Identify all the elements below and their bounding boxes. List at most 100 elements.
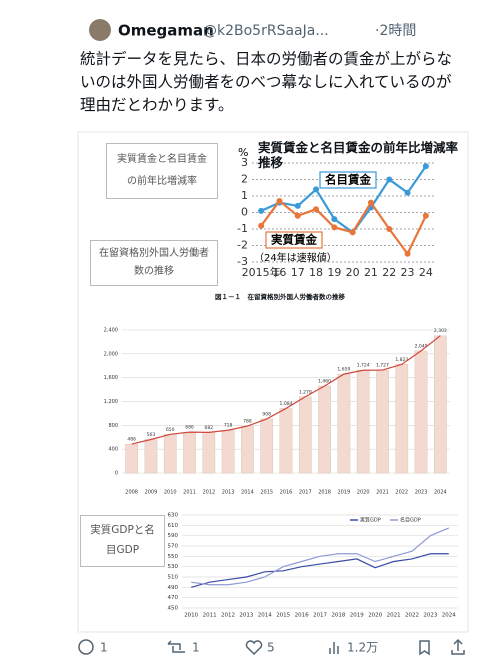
y-unit: % bbox=[238, 146, 248, 159]
tweet-text: 統計データを見たら、日本の労働者の賃金が上がらないのは外国人労働者をのべつ幕なし… bbox=[80, 50, 453, 114]
value-label: 718 bbox=[224, 423, 233, 429]
legend-label: 実質賃金 bbox=[271, 233, 317, 247]
point bbox=[331, 216, 338, 223]
value-label: 650 bbox=[166, 427, 175, 433]
y-tick-label: 0 bbox=[115, 471, 118, 477]
x-tick-label: 2008 bbox=[125, 490, 138, 496]
bar bbox=[356, 370, 370, 474]
point bbox=[294, 212, 301, 219]
point bbox=[258, 207, 265, 214]
repost-count: 1 bbox=[192, 641, 200, 655]
value-label: 486 bbox=[127, 437, 136, 443]
x-tick-label: 2020 bbox=[368, 613, 382, 619]
x-tick-label: 2014 bbox=[258, 613, 272, 619]
x-tick-label: 2022 bbox=[405, 613, 419, 619]
x-tick-label: 2019 bbox=[338, 490, 351, 496]
share-icon[interactable] bbox=[451, 638, 465, 655]
x-tick-label: 2018 bbox=[331, 613, 345, 619]
x-tick-label: 2018 bbox=[318, 490, 331, 496]
total-line bbox=[131, 335, 441, 445]
y-tick-label: -2 bbox=[237, 239, 248, 252]
y-tick-label: 800 bbox=[108, 423, 118, 429]
chart-title: 実質賃金と名目賃金の前年比増減率推移 bbox=[258, 140, 459, 170]
point bbox=[313, 206, 320, 213]
x-tick-label: 2016 bbox=[295, 613, 309, 619]
x-tick-label: 21 bbox=[364, 266, 378, 279]
point bbox=[313, 186, 320, 193]
y-tick-label: 1,200 bbox=[104, 399, 118, 405]
y-tick-label: 630 bbox=[168, 513, 179, 519]
bar bbox=[183, 432, 196, 474]
x-tick-label: 22 bbox=[382, 266, 396, 279]
point bbox=[422, 163, 429, 170]
y-tick-label: 400 bbox=[108, 447, 118, 453]
bar bbox=[125, 443, 138, 474]
x-tick-label: 17 bbox=[291, 266, 305, 279]
x-tick-label: 2022 bbox=[395, 490, 408, 496]
repost-icon[interactable] bbox=[167, 640, 185, 653]
handle[interactable]: @k2Bo5rRSaaJa... bbox=[203, 23, 329, 39]
y-tick-label: 1,600 bbox=[104, 375, 118, 381]
x-tick-label: 2010 bbox=[184, 613, 198, 619]
x-tick-label: 18 bbox=[309, 266, 323, 279]
value-label: 1,279 bbox=[299, 389, 312, 395]
views-icon[interactable] bbox=[329, 642, 339, 654]
series-line bbox=[260, 199, 427, 256]
x-tick-label: 2012 bbox=[202, 490, 215, 496]
x-tick-label: 2011 bbox=[203, 613, 217, 619]
x-tick-label: 20 bbox=[346, 266, 360, 279]
point bbox=[331, 224, 338, 231]
series-line bbox=[191, 527, 450, 586]
value-label: 682 bbox=[205, 425, 214, 431]
avatar[interactable] bbox=[89, 19, 111, 41]
value-label: 1,727 bbox=[376, 363, 389, 369]
reply-count: 1 bbox=[100, 641, 108, 655]
point bbox=[367, 199, 374, 206]
bar bbox=[260, 418, 274, 474]
display-name[interactable]: Omegaman bbox=[118, 22, 214, 40]
y-tick-label: -3 bbox=[237, 255, 248, 268]
value-label: 788 bbox=[243, 419, 252, 425]
point bbox=[404, 189, 411, 196]
x-tick-label: 2015 bbox=[276, 613, 290, 619]
x-tick-label: 2024 bbox=[434, 490, 447, 496]
bar bbox=[298, 396, 312, 474]
series-line bbox=[191, 553, 449, 588]
point bbox=[294, 202, 301, 209]
point bbox=[404, 250, 411, 257]
y-tick-label: 0 bbox=[241, 206, 248, 219]
value-label: 1,460 bbox=[318, 378, 331, 384]
value-label: 563 bbox=[147, 432, 156, 438]
x-tick-label: 2021 bbox=[376, 490, 389, 496]
note: （24年は速報値） bbox=[254, 251, 337, 264]
y-tick-label: 3 bbox=[241, 156, 248, 169]
x-tick-label: 2020 bbox=[357, 490, 370, 496]
x-tick-label: 2023 bbox=[415, 490, 428, 496]
bar bbox=[376, 369, 389, 474]
y-tick-label: 530 bbox=[168, 564, 179, 570]
y-tick-label: 2 bbox=[241, 173, 248, 186]
time[interactable]: ·2時間 bbox=[375, 23, 416, 39]
value-label: 2,303 bbox=[434, 328, 447, 334]
bar bbox=[395, 364, 409, 474]
point bbox=[349, 229, 356, 236]
panel-label: 実質賃金と名目賃金の前年比増減率 bbox=[106, 143, 218, 199]
value-label: 1,823 bbox=[395, 357, 408, 363]
bookmark-icon[interactable] bbox=[419, 640, 430, 656]
x-tick-label: 2019 bbox=[350, 613, 364, 619]
legend-box bbox=[265, 231, 323, 249]
value-label: 686 bbox=[185, 425, 194, 431]
bar bbox=[144, 439, 158, 474]
legend-label: 実質GDP bbox=[360, 517, 381, 524]
view-count: 1.2万 bbox=[347, 641, 378, 655]
like-icon[interactable] bbox=[245, 640, 263, 656]
series-line bbox=[260, 165, 427, 234]
bar bbox=[337, 373, 351, 474]
legend-label: 名目GDP bbox=[400, 517, 421, 524]
y-tick-label: 590 bbox=[168, 533, 179, 539]
point bbox=[422, 212, 429, 219]
x-tick-label: 2023 bbox=[423, 613, 437, 619]
reply-icon[interactable] bbox=[78, 639, 94, 655]
x-tick-label: 19 bbox=[327, 266, 341, 279]
